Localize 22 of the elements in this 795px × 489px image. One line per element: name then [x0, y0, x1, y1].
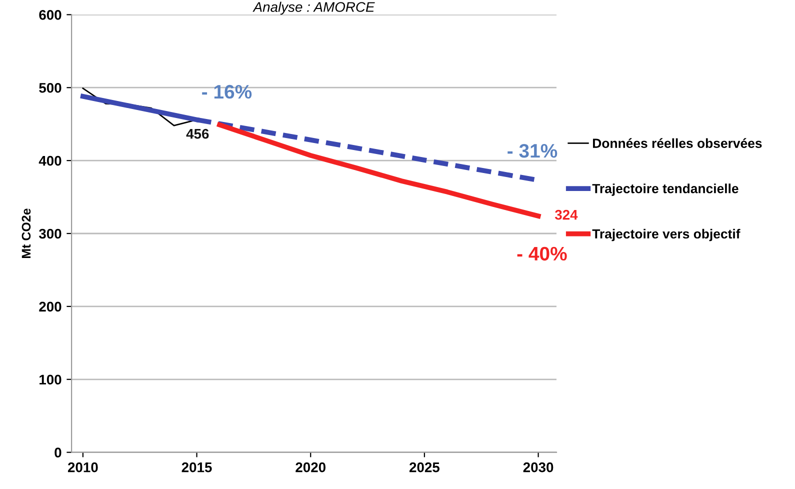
legend-label: Trajectoire vers objectif: [592, 228, 740, 242]
x-tick-label: 2030: [523, 462, 554, 472]
y-axis-title: Mt CO2e: [22, 208, 31, 258]
annotation: 456: [186, 128, 209, 139]
chart-subtitle: Analyse : AMORCE: [252, 2, 375, 15]
y-tick-label: 200: [39, 302, 62, 312]
y-tick-label: 500: [39, 82, 62, 93]
x-tick-label: 2025: [409, 462, 440, 472]
legend-label: Données réelles observées: [593, 138, 762, 148]
y-tick-label: 300: [38, 228, 62, 239]
annotation: - 16%: [202, 84, 252, 99]
y-tick-label: 0: [54, 448, 62, 458]
y-tick-label: 400: [38, 156, 62, 166]
annotation: 324: [554, 210, 578, 220]
legend-label: Trajectoire tendancielle: [592, 184, 738, 196]
annotation: - 40%: [517, 246, 567, 261]
x-tick-label: 2015: [182, 462, 212, 472]
annotation: - 31%: [508, 144, 558, 158]
y-tick-label: 100: [40, 374, 62, 385]
x-tick-label: 2020: [296, 462, 326, 472]
x-tick-label: 2010: [68, 462, 98, 472]
y-tick-label: 600: [39, 10, 62, 20]
